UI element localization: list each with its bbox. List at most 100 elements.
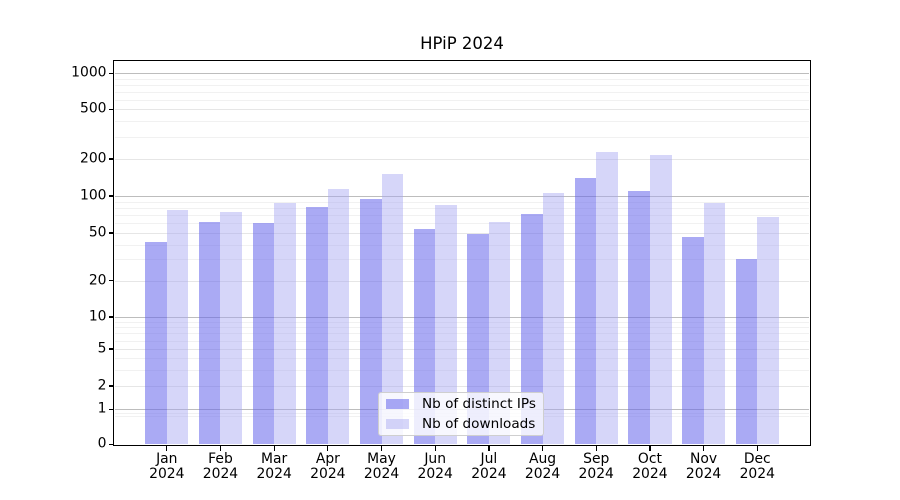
bar-jun-distinct-ips — [413, 228, 436, 445]
x-axis-tick — [649, 445, 651, 451]
x-tick-label: Apr 2024 — [286, 452, 370, 482]
bar-dec-distinct-ips — [735, 259, 758, 445]
x-tick-label: Oct 2024 — [608, 452, 692, 482]
bar-apr-distinct-ips — [306, 206, 328, 445]
x-tick-label: Nov 2024 — [662, 452, 746, 482]
year-label: 2024 — [202, 466, 239, 482]
bar-mar-downloads — [274, 203, 296, 445]
bar-aug-downloads — [542, 192, 565, 445]
y-tick-label: 500 — [79, 100, 107, 117]
gridline — [114, 327, 809, 329]
x-axis-tick — [166, 445, 168, 451]
year-label: 2024 — [524, 466, 561, 482]
x-tick-label: Jul 2024 — [447, 452, 531, 482]
month-label: Aug — [528, 451, 557, 467]
bar-feb-distinct-ips — [198, 221, 221, 445]
y-tick-label: 5 — [97, 340, 107, 357]
bar-dec-downloads — [757, 217, 779, 445]
y-axis-tick — [108, 72, 114, 74]
month-label: May — [367, 451, 396, 467]
x-tick-label: Dec 2024 — [715, 452, 799, 482]
bar-apr-downloads — [327, 189, 350, 445]
gridline — [114, 99, 809, 101]
gridline — [114, 244, 809, 246]
gridline — [114, 137, 809, 138]
bar-jun-downloads — [435, 204, 457, 445]
month-label: Oct — [637, 451, 662, 467]
year-label: 2024 — [310, 466, 346, 482]
y-axis-tick — [108, 158, 114, 160]
gridline — [114, 215, 809, 217]
gridline — [114, 259, 809, 261]
legend-label-distinct-ips: Nb of distinct IPs — [422, 396, 536, 412]
y-axis-tick — [108, 408, 114, 410]
bar-jan-downloads — [166, 209, 189, 445]
bar-jul-distinct-ips — [467, 234, 489, 445]
bar-sep-distinct-ips — [574, 178, 597, 445]
bar-may-downloads — [381, 173, 404, 445]
x-tick-label: Jan 2024 — [125, 452, 209, 482]
legend-swatch-distinct-ips — [386, 399, 409, 409]
bar-nov-distinct-ips — [682, 237, 704, 445]
x-tick-label: Jun 2024 — [393, 452, 477, 482]
month-label: Jan — [156, 451, 178, 467]
gridline — [114, 386, 809, 387]
gridline — [114, 317, 809, 318]
bar-jan-distinct-ips — [145, 242, 167, 445]
y-tick-label: 200 — [79, 150, 107, 167]
gridline — [114, 280, 809, 282]
gridline — [114, 340, 809, 342]
y-axis-tick — [108, 279, 114, 282]
y-tick-label: 2 — [97, 377, 107, 394]
gridline — [114, 84, 809, 86]
month-label: Nov — [690, 451, 718, 467]
month-label: Feb — [208, 451, 233, 467]
x-axis-tick — [541, 445, 544, 451]
gridline — [114, 349, 809, 350]
x-axis-tick — [434, 445, 436, 451]
x-axis-tick — [488, 445, 490, 451]
gridline — [114, 321, 809, 323]
gridline — [114, 233, 809, 234]
month-label: Dec — [743, 451, 771, 467]
gridline — [114, 109, 809, 111]
year-label: 2024 — [417, 466, 453, 482]
gridline — [114, 121, 809, 123]
bar-feb-downloads — [220, 212, 243, 445]
x-axis-tick — [273, 445, 275, 451]
month-label: Mar — [261, 451, 288, 467]
bar-oct-distinct-ips — [628, 190, 650, 445]
y-axis-tick — [108, 443, 114, 445]
gridline — [114, 223, 809, 225]
chart-title: HPiP 2024 — [420, 34, 504, 53]
gridline — [114, 73, 809, 75]
bar-sep-downloads — [596, 151, 618, 445]
y-tick-label: 10 — [88, 308, 107, 325]
x-axis-tick — [380, 445, 383, 451]
legend-swatch-downloads — [386, 419, 409, 429]
gridline — [114, 78, 809, 80]
y-tick-label: 1 — [97, 400, 107, 417]
month-label: Apr — [315, 451, 340, 467]
y-axis-tick — [108, 108, 114, 110]
x-axis-tick — [756, 445, 758, 451]
x-axis-tick — [595, 445, 597, 451]
gridline — [114, 201, 809, 203]
bar-oct-downloads — [649, 155, 672, 445]
gridline — [114, 358, 809, 359]
legend: Nb of distinct IPs Nb of downloads — [378, 392, 544, 436]
gridline — [114, 159, 809, 160]
gridline — [114, 207, 809, 209]
y-tick-label: 0 — [97, 435, 107, 452]
bar-jul-downloads — [488, 222, 511, 445]
month-label: Sep — [583, 451, 610, 467]
y-axis-tick — [108, 316, 114, 318]
y-tick-label: 1000 — [71, 64, 107, 81]
year-label: 2024 — [256, 466, 292, 482]
x-tick-label: Mar 2024 — [232, 452, 316, 482]
y-axis-tick — [108, 348, 114, 350]
legend-row-distinct-ips: Nb of distinct IPs — [386, 395, 543, 413]
y-axis-tick — [108, 195, 114, 197]
x-tick-label: Sep 2024 — [554, 452, 638, 482]
